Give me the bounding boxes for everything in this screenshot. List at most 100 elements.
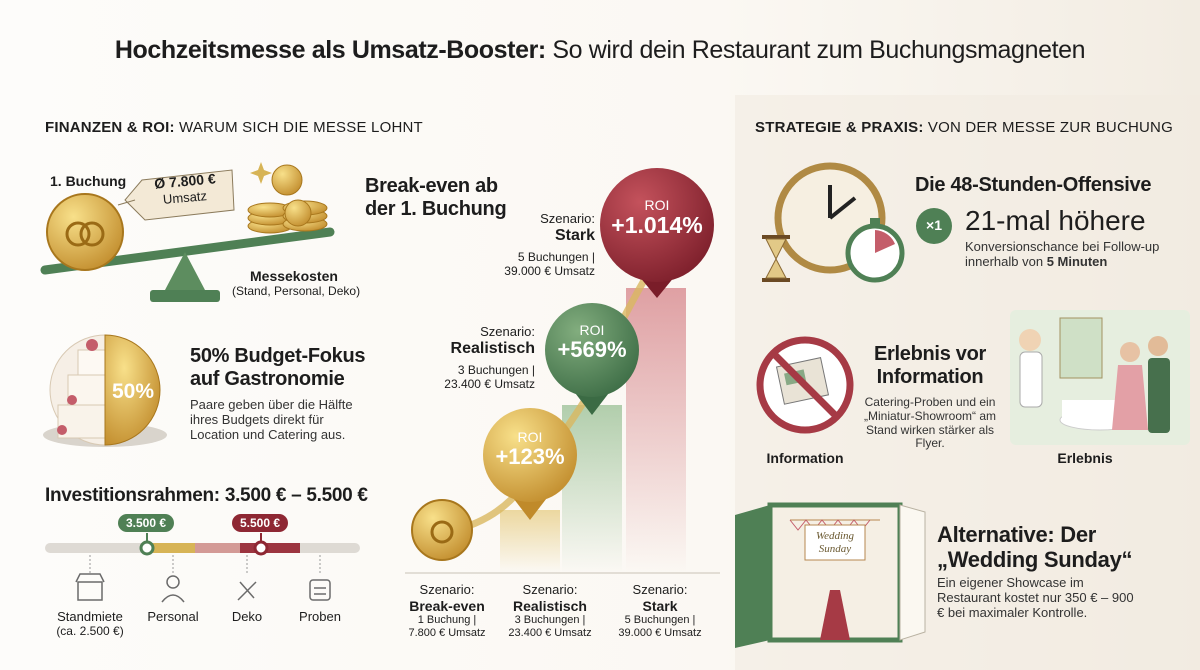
bubble-value: +569%	[557, 336, 627, 362]
experience-illustration	[1010, 310, 1190, 445]
scenario-label: Szenario:	[522, 582, 578, 597]
cake-illustration	[43, 334, 167, 447]
decoration	[75, 573, 331, 603]
decoration	[828, 196, 857, 220]
badge	[916, 208, 952, 244]
decoration	[765, 238, 787, 279]
item-label: Standmiete	[57, 609, 123, 624]
roi-bubble: ROI +123%	[465, 430, 595, 468]
experience-text: Catering-Proben und ein „Miniatur-Showro…	[863, 395, 997, 451]
decoration	[150, 290, 220, 302]
decoration	[195, 543, 240, 553]
scenario-name: Realistisch	[513, 597, 587, 614]
offensive-title: Die 48-Stunden-Offensive	[915, 174, 1152, 196]
decoration	[804, 524, 866, 561]
decoration	[104, 334, 161, 446]
callout-detail: 5 Buchungen | 39.000 € Umsatz	[504, 250, 595, 279]
badge-label: ×1	[926, 217, 942, 233]
title: Hochzeitsmesse als Umsatz-Booster: So wi…	[0, 36, 1200, 65]
min-pill: 3.500 €	[118, 514, 175, 532]
cost-item: Standmiete (ca. 2.500 €)	[40, 609, 140, 639]
bubble-value: +123%	[495, 443, 565, 469]
roi-bubble: ROI +1.014%	[592, 198, 722, 237]
decoration	[139, 540, 155, 556]
offensive-text-main: Konversionschance bei Follow-up innerhal…	[965, 239, 1160, 269]
door-illustration	[735, 502, 926, 648]
pie-label: 50%	[112, 380, 155, 403]
decoration	[820, 590, 850, 640]
decoration	[562, 405, 622, 573]
decoration	[79, 221, 105, 247]
decoration	[117, 199, 136, 206]
offensive-highlight: 5 Minuten	[1046, 253, 1108, 269]
offensive-headline: 21-mal höhere	[965, 205, 1146, 236]
decoration	[86, 339, 98, 351]
roi-chart	[405, 168, 720, 574]
decoration	[545, 303, 639, 397]
decoration	[247, 164, 328, 234]
decoration	[875, 230, 895, 253]
callout-label: Szenario:	[480, 324, 535, 339]
decoration	[1148, 336, 1168, 356]
decoration	[165, 252, 205, 290]
scenario: Szenario: Realistisch 3 Buchungen | 23.400…	[500, 582, 600, 639]
decoration	[89, 555, 321, 575]
investment-title: Investitionsrahmen: 3.500 € – 5.500 €	[45, 485, 368, 506]
budget-title: 50% Budget-Fokus auf Gastronomie	[190, 345, 366, 390]
scale-illustration	[40, 162, 335, 302]
callout-name: Realistisch	[450, 339, 535, 357]
heading-bold: STRATEGIE & PRAXIS:	[755, 119, 924, 136]
section-heading: STRATEGIE & PRAXIS: VON DER MESSE ZUR BU…	[755, 119, 1173, 136]
decoration	[237, 581, 257, 601]
range-bar	[45, 533, 360, 603]
decoration	[75, 573, 105, 583]
costs-detail: (Stand, Personal, Deko)	[232, 284, 361, 298]
decoration	[483, 408, 577, 502]
decoration	[770, 350, 840, 420]
item-detail: (ca. 2.500 €)	[56, 623, 124, 638]
bubble-label: ROI	[644, 197, 670, 213]
roi-title: Break-even ab der 1. Buchung	[365, 175, 507, 220]
callout-name: Stark	[554, 226, 595, 244]
budget-text: Paare geben über die Hälfte ihres Budget…	[190, 397, 353, 442]
scenario: Szenario: Stark 5 Buchungen | 39.000 € Ums…	[610, 582, 710, 639]
information-label: Information	[766, 450, 844, 466]
item-label: Personal	[147, 609, 199, 624]
decoration	[1019, 329, 1041, 351]
item-label: Proben	[299, 609, 341, 624]
decoration	[314, 587, 326, 595]
section-heading: FINANZEN & ROI: WARUM SICH DIE MESSE LOH…	[45, 119, 423, 136]
scenario: Szenario: Break-even 1 Buchung | 7.800 € U…	[397, 582, 497, 639]
callout: Szenario: Stark 5 Buchungen | 39.000 € Ums…	[475, 211, 595, 279]
scenario-detail: 5 Buchungen | 39.000 € Umsatz	[618, 614, 702, 639]
heading-rest: WARUM SICH DIE MESSE LOHNT	[179, 119, 423, 136]
decoration	[284, 199, 312, 227]
decoration	[240, 543, 300, 553]
door-sign: Wedding Sunday	[815, 530, 855, 555]
experience-title: Erlebnis vor Information	[874, 343, 986, 388]
item-label: Deko	[231, 609, 263, 624]
decoration	[166, 575, 180, 589]
sunday-title: Alternative: Der „Wedding Sunday“	[937, 522, 1133, 573]
heading-bold: FINANZEN & ROI:	[45, 119, 175, 136]
decoration	[77, 349, 106, 376]
decoration	[762, 278, 790, 282]
booking-label: 1. Buchung	[50, 173, 127, 189]
decoration	[124, 169, 235, 221]
decoration	[57, 425, 67, 435]
decoration	[899, 504, 926, 641]
decoration	[253, 540, 269, 556]
scenario-label: Szenario:	[419, 582, 475, 597]
decoration	[600, 168, 714, 282]
decoration	[309, 579, 331, 601]
scenario-label: Szenario:	[632, 582, 688, 597]
decoration	[870, 218, 880, 226]
experience-label: Erlebnis	[1057, 450, 1113, 466]
decoration	[430, 520, 454, 544]
decoration	[161, 594, 185, 603]
title-rest: So wird dein Restaurant zum Buchungsmagn…	[552, 36, 1086, 64]
scenario-detail: 3 Buchungen | 23.400 € Umsatz	[508, 614, 592, 639]
decoration	[1019, 351, 1043, 408]
